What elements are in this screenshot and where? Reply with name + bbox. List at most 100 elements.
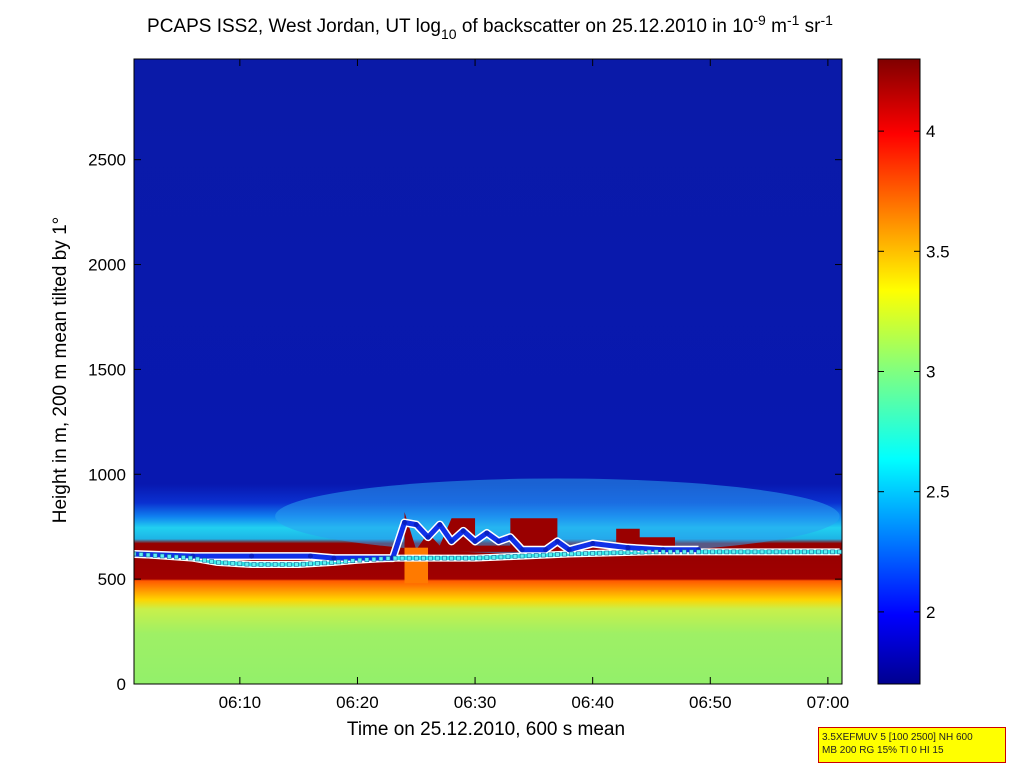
colorbar-tick-label: 2 [926,603,935,622]
cyan-line-marker [399,555,405,561]
cyan-line-marker [364,557,370,562]
cyan-line-marker [632,549,638,555]
cyan-line-marker [548,552,553,558]
blue-line-marker [413,522,419,528]
cyan-line-marker [463,555,468,561]
cyan-line-marker [202,557,207,563]
cyan-line-marker [428,555,433,561]
x-tick-label: 06:30 [454,693,497,712]
cyan-line-marker [265,562,271,567]
cyan-line-marker [590,551,595,556]
cyan-line-marker [195,556,200,562]
cyan-line-marker [604,550,610,556]
colorbar-tick-label: 3.5 [926,242,950,261]
cyan-line-marker [667,549,673,555]
cyan-line-marker [138,552,144,557]
cyan-line-marker [392,555,398,561]
title-text: sr [799,16,821,37]
title-text: m [766,16,787,37]
y-tick-label: 2000 [88,256,126,275]
plot-area [134,59,842,684]
cyan-line-marker [315,561,320,566]
cyan-line-marker [145,552,151,558]
blue-line-marker [519,547,525,553]
cyan-line-marker [435,555,440,561]
cyan-line-marker [512,554,518,559]
cyan-line-marker [498,554,504,560]
orange-column [404,547,429,584]
cyan-line-marker [583,551,588,556]
cyan-line-marker [449,555,454,561]
x-axis-label: Time on 25.12.2010, 600 s mean [347,719,625,740]
blue-line-marker [331,555,337,561]
layer-detection-lines [134,518,842,568]
cyan-line-marker [322,560,327,566]
cyan-line-marker [830,549,835,555]
blue-line-marker [307,553,313,559]
blue-line-marker [425,534,431,540]
cyan-line-marker [159,553,165,559]
y-axis: 0 500 1000 1500 2000 2500 [88,151,842,694]
cyan-line-marker [237,561,243,567]
cyan-line-marker [286,562,292,567]
cyan-line-marker [555,552,560,557]
colorbar-ticks: 2 2.5 3 3.5 4 [878,122,950,622]
title-text: of backscatter on 25.12.2010 in 10 [457,16,754,37]
cyan-line-marker [809,549,814,555]
cyan-line-marker [738,549,744,555]
cyan-line-marker [710,549,715,555]
cyan-line-marker [675,549,680,555]
cyan-line-marker [244,561,250,567]
cyan-line-marker [166,554,172,559]
blue-line-marker [543,547,549,553]
cyan-line-marker [745,549,751,555]
cyan-line-marker [562,551,567,557]
cyan-line-marker [470,555,476,561]
cyan-line-marker [576,551,581,557]
cyan-line-marker [823,549,828,555]
info-line-1: 3.5XEFMUV 5 [100 2500] NH 600 [822,732,973,743]
cyan-line-marker [717,549,722,555]
cyan-line-marker [646,549,652,555]
cyan-line-marker [421,555,426,561]
cyan-line-marker [689,549,694,555]
blue-line-marker [460,528,466,534]
cyan-line-marker [134,551,137,557]
blue-line-marker [401,520,407,526]
cyan-line-marker [293,562,299,567]
x-tick-label: 07:00 [807,693,850,712]
cyan-line-marker [491,555,497,560]
cyan-line-marker [773,549,779,555]
blue-line-marker [449,538,455,544]
cyan-line-marker [350,558,356,563]
cyan-line-marker [724,549,730,555]
y-tick-label: 0 [117,675,126,694]
cyan-line-marker [406,555,412,561]
cyan-line-marker [251,562,257,567]
cyan-line-marker [682,549,687,555]
cyan-line-marker [696,549,701,555]
cyan-line-marker [308,561,313,567]
blue-line-marker [472,538,478,544]
y-tick-label: 1000 [88,465,126,484]
cyan-line-marker [505,554,511,559]
title-superscript: -9 [753,12,766,28]
title-superscript: -1 [821,12,834,28]
cyan-line-marker [752,549,758,555]
cyan-line-marker [216,560,221,565]
cyan-line-marker [371,556,377,562]
cyan-line-marker [188,555,193,561]
chart-title: PCAPS ISS2, West Jordan, UT log10 of bac… [147,12,833,42]
cyan-line-marker [611,550,617,556]
blue-line-marker [625,545,631,551]
cyan-line-marker [484,555,490,560]
cyan-line-marker [766,549,772,555]
x-tick-label: 06:50 [689,693,732,712]
colorbar [877,58,921,685]
blue-line-marker [554,538,560,544]
blue-line-marker [249,553,255,559]
blue-line-marker [437,522,443,528]
colorbar-tick-label: 3 [926,363,935,382]
cyan-line-marker [625,550,631,555]
plot-frame [133,58,843,685]
